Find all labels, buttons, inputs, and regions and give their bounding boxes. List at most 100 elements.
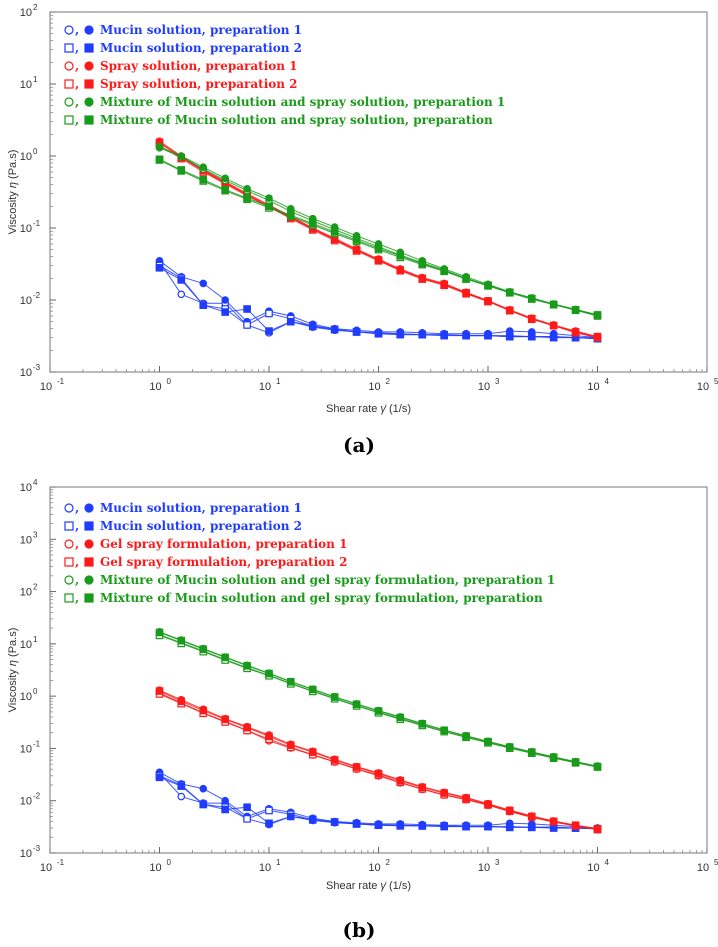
- data-point: [374, 707, 383, 715]
- data-point: [396, 822, 405, 830]
- legend: , Mucin solution, preparation 1, Mucin sol…: [64, 23, 505, 127]
- data-point: [221, 796, 229, 805]
- y-tick-exponent: -2: [33, 291, 41, 300]
- x-tick-exponent: 0: [167, 858, 172, 867]
- y-tick-label: 10: [20, 743, 32, 755]
- x-tick-label: 10: [259, 381, 271, 393]
- x-tick-exponent: -1: [57, 858, 65, 867]
- data-point: [484, 331, 492, 340]
- x-tick-exponent: 3: [495, 858, 500, 867]
- legend-separator: ,: [75, 591, 79, 605]
- series-8: [155, 143, 602, 320]
- legend-marker-open: [64, 61, 74, 71]
- data-point: [593, 311, 602, 319]
- y-tick-label: 10: [20, 691, 32, 703]
- data-point: [243, 723, 251, 732]
- series-11: [155, 155, 602, 319]
- x-tick-exponent: 4: [605, 858, 610, 867]
- data-point: [462, 794, 470, 802]
- y-tick-exponent: 4: [33, 478, 38, 487]
- legend-marker-filled: [84, 503, 94, 513]
- data-point: [484, 800, 492, 808]
- legend-separator: ,: [75, 59, 79, 73]
- legend-separator: ,: [75, 77, 79, 91]
- x-tick-exponent: 5: [714, 858, 718, 867]
- data-point: [286, 678, 295, 686]
- data-point: [199, 800, 208, 809]
- legend-marker-filled: [84, 61, 94, 71]
- y-axis-label: Viscosity η (Pa.s): [7, 628, 19, 713]
- x-tick-exponent: 5: [714, 377, 718, 386]
- data-point: [177, 276, 186, 284]
- data-point: [396, 330, 405, 339]
- legend-marker-filled: [84, 97, 94, 107]
- data-point: [571, 821, 580, 830]
- legend-separator: ,: [75, 555, 79, 569]
- data-point: [155, 687, 164, 695]
- data-point: [286, 211, 295, 220]
- legend-separator: ,: [75, 537, 79, 551]
- data-point: [265, 819, 273, 828]
- series-9: [155, 628, 602, 770]
- data-point: [308, 748, 317, 756]
- data-point: [265, 669, 273, 678]
- data-point: [352, 700, 361, 709]
- data-point: [177, 697, 186, 706]
- data-point: [330, 693, 339, 701]
- legend-label: Mixture of Mucin solution and gel spray …: [100, 591, 543, 605]
- data-point: [177, 636, 186, 645]
- data-point: [571, 758, 580, 766]
- data-point: [484, 297, 492, 305]
- series-3: [155, 264, 602, 343]
- data-point: [155, 773, 164, 782]
- y-tick-exponent: 1: [33, 635, 38, 644]
- data-point: [527, 748, 536, 756]
- data-point: [199, 706, 208, 715]
- data-point: [199, 279, 208, 288]
- data-point: [505, 806, 514, 815]
- chart-panel-b: 10 -1 10 0 10 1 10 2 10 3 10 4 10 510 -310 -210 -110 010 1…: [7, 478, 718, 942]
- data-point: [440, 726, 448, 735]
- series-7: [155, 687, 602, 833]
- data-point: [199, 645, 208, 654]
- legend-marker-filled: [84, 521, 94, 531]
- data-point: [505, 823, 514, 832]
- data-point: [462, 822, 470, 831]
- data-point: [418, 330, 427, 339]
- legend-label: Mixture of Mucin solution and gel spray …: [100, 573, 555, 587]
- data-point: [484, 822, 492, 831]
- data-point: [243, 803, 251, 812]
- x-tick-exponent: 2: [386, 377, 391, 386]
- series-line: [159, 147, 598, 316]
- legend-marker-filled: [84, 79, 94, 89]
- data-point: [155, 628, 164, 637]
- x-tick-label: 10: [149, 381, 161, 393]
- data-point: [221, 174, 229, 183]
- legend-label: Mixture of Mucin solution and spray solu…: [100, 95, 505, 109]
- data-point: [265, 309, 273, 318]
- data-point: [352, 245, 361, 254]
- data-point: [286, 317, 295, 326]
- data-point: [527, 294, 536, 303]
- data-point: [418, 783, 427, 792]
- legend-marker-filled: [84, 539, 94, 549]
- x-tick-label: 10: [149, 862, 161, 874]
- data-point: [177, 152, 186, 160]
- data-point: [462, 288, 470, 297]
- data-point: [571, 306, 580, 314]
- x-tick-exponent: 0: [167, 377, 172, 386]
- series-11: [155, 628, 602, 771]
- data-point: [308, 815, 317, 824]
- y-tick-label: 10: [20, 295, 32, 307]
- legend-separator: ,: [75, 501, 79, 515]
- legend-label: Mixture of Mucin solution and spray solu…: [100, 113, 493, 127]
- data-point: [286, 741, 295, 750]
- data-point: [527, 823, 536, 832]
- data-point: [571, 328, 580, 336]
- data-point: [177, 782, 186, 790]
- data-point: [505, 288, 514, 297]
- data-point: [265, 327, 273, 335]
- legend-marker-filled: [84, 557, 94, 567]
- data-point: [440, 331, 448, 340]
- data-point: [440, 280, 448, 289]
